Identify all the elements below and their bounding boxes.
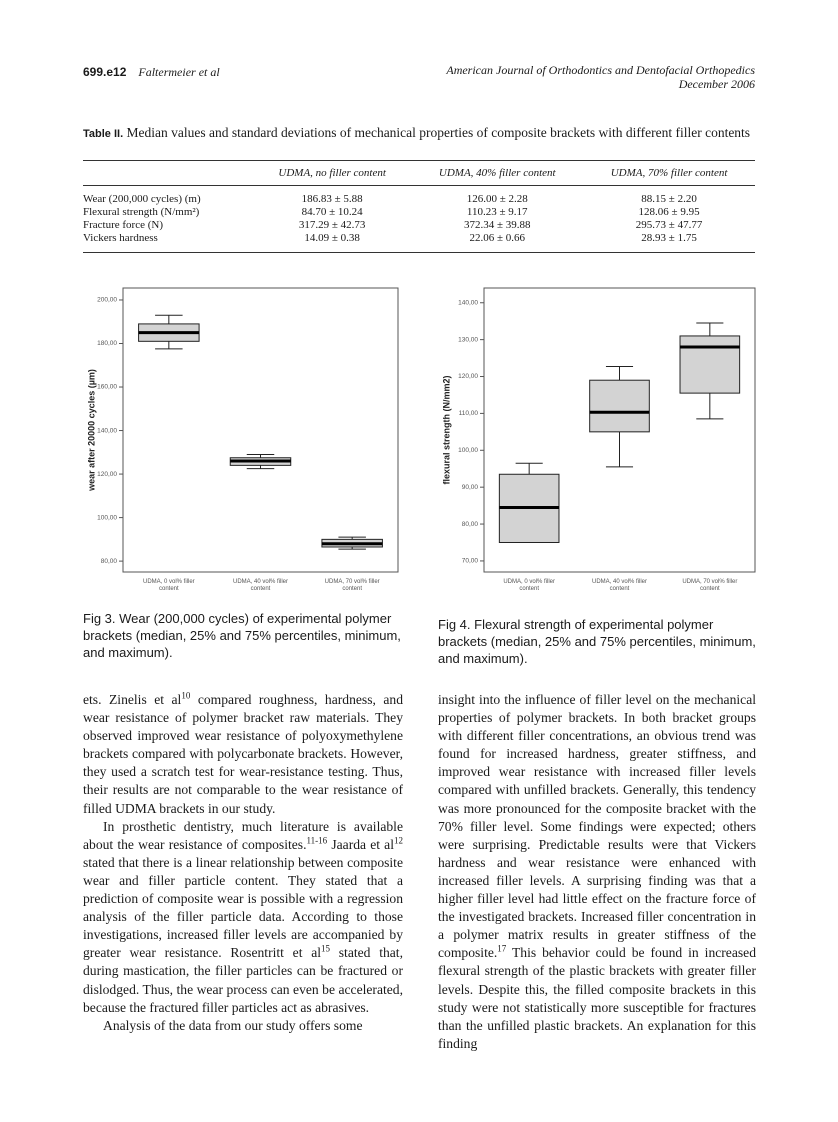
running-header: 699.e12 Faltermeier et al [83, 63, 220, 81]
text: insight into the influence of filler lev… [438, 692, 756, 961]
y-tick-label: 160,00 [97, 384, 117, 391]
box [589, 379, 650, 433]
figure-caption: Flexural strength of experimental polyme… [438, 617, 756, 666]
journal-header: American Journal of Orthodontics and Den… [446, 63, 755, 91]
table-cell: 88.15 ± 2.20 [641, 192, 697, 205]
table-cell: 295.73 ± 47.77 [635, 218, 703, 231]
row-label: Fracture force (N) [83, 218, 164, 231]
y-tick-label: 70,00 [462, 558, 479, 565]
text: This behavior could be found in increase… [438, 945, 756, 1051]
box [679, 335, 741, 394]
x-tick-label: content [342, 586, 362, 592]
journal: American Journal of Orthodontics and Den… [446, 63, 755, 77]
figure-label: Fig 3. [83, 611, 116, 626]
figure-4-caption: Fig 4. Flexural strength of experimental… [438, 616, 756, 667]
column-header: UDMA, 70% filler content [610, 166, 728, 179]
x-tick-label: content [251, 586, 271, 592]
table-cell: 28.93 ± 1.75 [641, 231, 697, 244]
x-tick-label: content [610, 586, 630, 592]
body-column: insight into the influence of filler lev… [438, 691, 756, 1053]
column-header: UDMA, no filler content [278, 166, 386, 179]
x-tick-label: UDMA, 70 vol% filler [682, 579, 737, 585]
plot-frame [483, 287, 756, 573]
authors: Faltermeier et al [138, 65, 220, 79]
citation: 17 [497, 943, 507, 954]
citation: 12 [394, 835, 403, 846]
y-tick-label: 80,00 [462, 521, 479, 528]
paragraph: insight into the influence of filler lev… [438, 691, 756, 1053]
figure-caption: Wear (200,000 cycles) of experimental po… [83, 611, 401, 660]
text: stated that there is a linear relationsh… [83, 854, 403, 961]
citation: 11-16 [306, 835, 328, 846]
x-tick-label: UDMA, 0 vol% filler [143, 579, 195, 585]
y-tick-label: 120,00 [97, 471, 117, 478]
date: December 2006 [678, 77, 755, 91]
table-row: Wear (200,000 cycles) (m) 186.83 ± 5.88 12… [83, 186, 755, 206]
x-tick-label: UDMA, 70 vol% filler [325, 579, 380, 585]
row-label: Flexural strength (N/mm²) [83, 205, 200, 218]
text: compared roughness, hardness, and wear r… [83, 692, 403, 816]
table-row: Flexural strength (N/mm²) 84.70 ± 10.24 11… [83, 206, 755, 219]
y-axis-label: wear after 20000 cycles (µm) [86, 369, 96, 492]
table-row: Vickers hardness 14.09 ± 0.38 22.06 ± 0.66… [83, 232, 755, 245]
table: UDMA, no filler content UDMA, 40% filler … [83, 160, 755, 253]
table-cell: 110.23 ± 9.17 [466, 205, 528, 218]
column-header: UDMA, 40% filler content [438, 166, 556, 179]
table-cell: 22.06 ± 0.66 [469, 231, 526, 244]
paragraph: Analysis of the data from our study offe… [83, 1017, 403, 1035]
y-axis-label: flexural strength (N/mm2) [441, 375, 451, 484]
citation: 10 [181, 690, 191, 701]
x-tick-label: UDMA, 0 vol% filler [503, 579, 555, 585]
figure-3-caption: Fig 3. Wear (200,000 cycles) of experime… [83, 610, 405, 661]
y-tick-label: 140,00 [458, 299, 478, 306]
y-tick-label: 110,00 [459, 410, 479, 417]
paragraph: ets. Zinelis et al10 compared roughness,… [83, 691, 403, 818]
figure-3-chart: wear after 20000 cycles (µm) 80,00 100,00 1… [86, 287, 399, 592]
y-tick-label: 100,00 [97, 514, 117, 521]
table-title: Median values and standard deviations of… [126, 125, 751, 140]
table-cell: 126.00 ± 2.28 [466, 192, 528, 205]
figure-label: Fig 4. [438, 617, 471, 632]
y-tick-label: 120,00 [458, 373, 478, 380]
y-tick-label: 100,00 [458, 447, 478, 454]
y-tick-label: 140,00 [97, 427, 117, 434]
y-tick-label: 180,00 [97, 340, 117, 347]
y-tick-label: 130,00 [458, 336, 478, 343]
page-number: 699.e12 [83, 65, 127, 79]
body-column: ets. Zinelis et al10 compared roughness,… [83, 691, 403, 1035]
y-tick-label: 80,00 [101, 558, 118, 565]
table-cell: 317.29 ± 42.73 [298, 218, 366, 231]
table-row [83, 245, 755, 253]
table-label: Table II. [83, 128, 124, 140]
header-cell [83, 161, 253, 186]
table-cell: 372.34 ± 39.88 [463, 218, 531, 231]
table-body: Wear (200,000 cycles) (m) 186.83 ± 5.88 12… [83, 186, 755, 253]
table-cell: 128.06 ± 9.95 [638, 205, 700, 218]
x-tick-label: content [159, 586, 179, 592]
text: stated that, during mastication, the fil… [83, 945, 403, 1015]
row-label: Vickers hardness [83, 231, 158, 244]
table-row: Fracture force (N) 317.29 ± 42.73 372.34 ±… [83, 219, 755, 232]
x-tick-label: UDMA, 40 vol% filler [233, 579, 288, 585]
table-cell: 84.70 ± 10.24 [301, 205, 363, 218]
y-tick-label: 90,00 [462, 484, 479, 491]
text: ets. Zinelis et al [83, 692, 182, 707]
x-tick-label: UDMA, 40 vol% filler [592, 579, 647, 585]
x-tick-label: content [700, 586, 720, 592]
row-label: Wear (200,000 cycles) (m) [83, 192, 201, 205]
paragraph: In prosthetic dentistry, much literature… [83, 818, 403, 1017]
plot-frame [122, 287, 399, 573]
text: In prosthetic dentistry, much literature… [83, 818, 403, 852]
text: Analysis of the data from our study offe… [103, 1017, 363, 1033]
text: Jaarda et al [327, 836, 394, 852]
citation: 15 [321, 943, 331, 954]
table-cell: 186.83 ± 5.88 [301, 192, 363, 205]
figure-4-chart: flexural strength (N/mm2) 70,00 80,00 90,00… [441, 287, 756, 592]
x-tick-label: content [519, 586, 539, 592]
y-tick-label: 200,00 [97, 297, 117, 304]
table-cell: 14.09 ± 0.38 [304, 231, 360, 244]
table-caption: Table II. Median values and standard dev… [83, 125, 755, 142]
table-header: UDMA, no filler content UDMA, 40% filler … [83, 161, 755, 186]
